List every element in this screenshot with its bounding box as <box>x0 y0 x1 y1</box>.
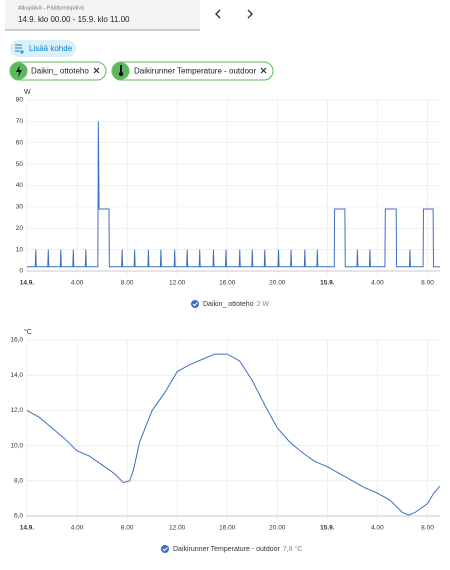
legend-state: 2 W <box>257 301 270 308</box>
add-button[interactable] <box>10 40 76 57</box>
y-tick-label: 70 <box>16 118 24 125</box>
x-tick-label: 8.00 <box>421 280 434 287</box>
y-tick-label: 6,0 <box>14 513 23 520</box>
chip-label: Daikin_ ottoteho <box>31 67 89 76</box>
x-tick-label: 16.00 <box>219 280 236 287</box>
x-tick-label: 20.00 <box>269 525 286 532</box>
chip-remove[interactable] <box>260 67 267 74</box>
y-tick-label: 60 <box>16 139 24 146</box>
y-tick-label: 8,0 <box>14 478 23 485</box>
y-tick-label: 10,0 <box>10 442 23 449</box>
next-button[interactable] <box>247 9 253 19</box>
date-field-label: Alkupäivä - Päättymispäivä <box>18 5 85 11</box>
chip-remove[interactable] <box>93 67 100 74</box>
x-tick-label: 8.00 <box>421 525 434 532</box>
series-line <box>26 353 441 516</box>
legend-check <box>162 547 168 552</box>
x-tick-label: 4.00 <box>371 280 384 287</box>
y-tick-label: 30 <box>16 204 24 211</box>
legend-name: Daikirunner Temperature - outdoor <box>173 546 281 553</box>
legend-entry: Daikin_ ottoteho 2 W <box>203 301 269 308</box>
add-icon <box>15 44 24 54</box>
y-tick-label: 12,0 <box>10 407 23 414</box>
x-tick-label: 12.00 <box>169 525 186 532</box>
legend-entry: Daikirunner Temperature - outdoor 7,8 °C <box>173 545 302 553</box>
y-tick-label: 16,0 <box>10 337 23 344</box>
legend-check <box>192 302 198 307</box>
legend-name: Daikin_ ottoteho <box>203 301 254 308</box>
chip[interactable] <box>111 61 274 81</box>
x-tick-label: 4.00 <box>71 280 84 287</box>
add-button-label: Lisää kohde <box>29 44 73 53</box>
x-tick-label: 4.00 <box>371 525 384 532</box>
x-tick-label: 12.00 <box>169 280 186 287</box>
x-tick-label: 15.9. <box>320 525 335 532</box>
legend-checkbox[interactable] <box>161 545 169 553</box>
y-tick-label: 20 <box>16 225 24 232</box>
prev-button[interactable] <box>215 9 221 19</box>
legend-checkbox[interactable] <box>191 300 199 308</box>
y-tick-label: 40 <box>16 182 24 189</box>
thermometer-bulb <box>118 71 124 77</box>
date-field[interactable] <box>5 0 200 30</box>
x-tick-label: 8.00 <box>121 280 134 287</box>
lightning-icon <box>16 65 22 77</box>
y-tick-label: 80 <box>16 97 24 104</box>
legend-state: 7,8 °C <box>283 545 303 553</box>
y-axis-label: °C <box>24 328 32 336</box>
x-tick-label: 8.00 <box>121 525 134 532</box>
y-tick-label: 14,0 <box>10 372 23 379</box>
x-tick-label: 14.9. <box>20 280 35 287</box>
y-tick-label: 0 <box>19 268 23 275</box>
chip-label: Daikirunner Temperature - outdoor <box>134 67 256 76</box>
y-tick-label: 10 <box>16 246 24 253</box>
y-axis-label: W <box>24 89 31 96</box>
x-tick-label: 16.00 <box>219 525 236 532</box>
y-tick-label: 50 <box>16 161 24 168</box>
date-field-value: 14.9. klo 00.00 - 15.9. klo 11.00 <box>18 15 130 24</box>
chip[interactable] <box>9 61 107 81</box>
x-tick-label: 4.00 <box>71 525 84 532</box>
series-line <box>27 121 440 268</box>
x-tick-label: 20.00 <box>269 280 286 287</box>
x-tick-label: 14.9. <box>20 525 35 532</box>
x-tick-label: 15.9. <box>320 280 335 287</box>
